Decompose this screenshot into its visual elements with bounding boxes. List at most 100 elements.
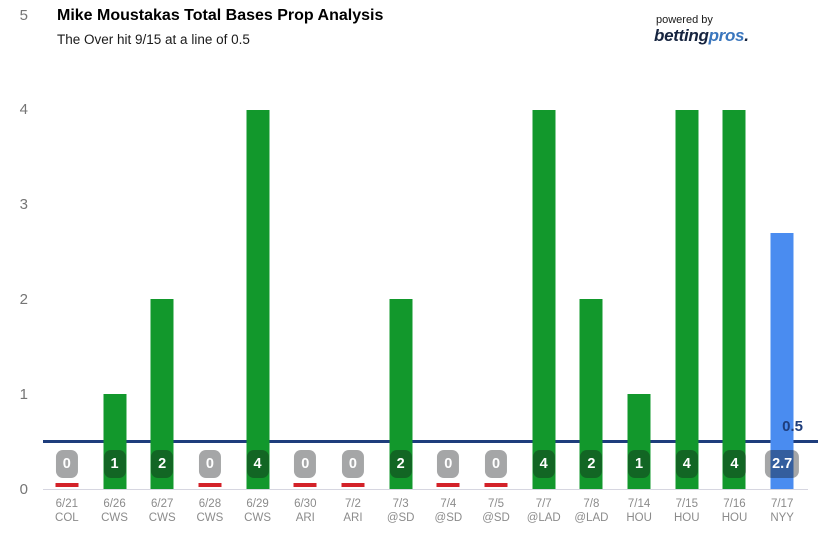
x-tick-opponent: ARI bbox=[343, 512, 363, 524]
x-tick-date: 6/26 bbox=[103, 498, 126, 510]
prop-line bbox=[43, 440, 818, 443]
x-axis-line bbox=[43, 489, 808, 490]
x-tick-opponent: CWS bbox=[244, 512, 272, 524]
y-axis-tick-label: 4 bbox=[19, 101, 28, 119]
x-tick-opponent: @SD bbox=[386, 512, 415, 524]
x-tick-label: 6/28 CWS bbox=[186, 497, 234, 525]
value-badge: 0 bbox=[437, 450, 460, 478]
x-tick-opponent: @SD bbox=[434, 512, 463, 524]
y-axis-tick-label: 0 bbox=[19, 480, 28, 498]
result-bar bbox=[246, 110, 270, 489]
value-badge: 1 bbox=[628, 450, 651, 478]
x-tick-opponent: HOU bbox=[626, 512, 652, 524]
x-tick-label: 7/5 @SD bbox=[472, 497, 520, 525]
y-axis-tick-label: 3 bbox=[19, 196, 28, 214]
plot-column: 1 bbox=[615, 0, 663, 489]
plot-area: 0 1 2 0 4 0 0 2 0 0 4 2 1 4 4 2.7 bbox=[43, 0, 806, 489]
plot-column: 0 bbox=[186, 0, 234, 489]
y-axis-tick-label: 2 bbox=[19, 290, 28, 308]
x-tick-date: 6/28 bbox=[198, 498, 222, 510]
plot-columns: 0 1 2 0 4 0 0 2 0 0 4 2 1 4 4 2.7 bbox=[43, 0, 806, 489]
result-bar bbox=[150, 299, 174, 489]
value-badge: 4 bbox=[723, 450, 746, 478]
result-bar bbox=[532, 110, 556, 489]
x-tick-label: 7/4 @SD bbox=[425, 497, 473, 525]
plot-column: 0 bbox=[329, 0, 377, 489]
chart-title: Mike Moustakas Total Bases Prop Analysis bbox=[57, 7, 384, 24]
x-tick-label: 7/7 @LAD bbox=[520, 497, 568, 525]
value-badge: 0 bbox=[484, 450, 508, 478]
zero-marker bbox=[293, 483, 317, 487]
chart-subtitle: The Over hit 9/15 at a line of 0.5 bbox=[57, 32, 250, 47]
x-tick-opponent: HOU bbox=[721, 512, 748, 524]
x-tick-date: 7/17 bbox=[770, 498, 794, 510]
x-tick-opponent: ARI bbox=[295, 512, 315, 524]
zero-marker bbox=[55, 483, 79, 487]
x-tick-label: 6/29 CWS bbox=[234, 497, 282, 525]
plot-column: 4 bbox=[520, 0, 568, 489]
plot-column: 2.7 bbox=[758, 0, 806, 489]
x-tick-date: 7/3 bbox=[392, 498, 409, 510]
x-tick-date: 7/7 bbox=[535, 498, 552, 510]
x-tick-label: 6/26 CWS bbox=[91, 497, 139, 525]
zero-marker bbox=[484, 483, 508, 487]
plot-column: 0 bbox=[281, 0, 329, 489]
plot-column: 2 bbox=[568, 0, 616, 489]
x-tick-label: 7/15 HOU bbox=[663, 497, 711, 525]
x-axis-labels: 6/21 COL 6/26 CWS 6/27 CWS 6/28 CWS 6/29 CWS 6/30 A… bbox=[43, 497, 806, 525]
x-tick-opponent: NYY bbox=[770, 512, 794, 524]
value-badge: 2 bbox=[151, 450, 174, 478]
zero-marker bbox=[198, 483, 222, 487]
x-tick-label: 7/3 @SD bbox=[377, 497, 425, 525]
plot-column: 1 bbox=[91, 0, 139, 489]
x-tick-opponent: CWS bbox=[196, 512, 224, 524]
y-axis-tick-label: 1 bbox=[19, 385, 28, 403]
x-tick-date: 6/29 bbox=[246, 498, 269, 510]
brand-part-betting: betting bbox=[654, 26, 709, 45]
zero-marker bbox=[341, 483, 365, 487]
x-tick-label: 6/30 ARI bbox=[281, 497, 329, 525]
plot-column: 0 bbox=[43, 0, 91, 489]
x-tick-label: 7/8 @LAD bbox=[568, 497, 616, 525]
powered-by-label: powered by bbox=[656, 14, 713, 26]
x-tick-opponent: @SD bbox=[482, 512, 510, 524]
x-tick-date: 6/27 bbox=[151, 498, 174, 510]
prop-line-label: 0.5 bbox=[782, 418, 803, 435]
x-tick-date: 6/30 bbox=[294, 498, 317, 510]
value-badge: 4 bbox=[246, 450, 269, 478]
x-tick-label: 7/2 ARI bbox=[329, 497, 377, 525]
bettingpros-logo: bettingpros. bbox=[654, 26, 749, 46]
x-tick-date: 7/4 bbox=[440, 498, 457, 510]
x-tick-opponent: @LAD bbox=[574, 512, 609, 524]
value-badge: 2.7 bbox=[765, 450, 800, 478]
result-bar bbox=[579, 299, 603, 489]
plot-column: 0 bbox=[425, 0, 473, 489]
x-tick-label: 7/17 NYY bbox=[758, 497, 806, 525]
value-badge: 2 bbox=[389, 450, 412, 478]
plot-column: 2 bbox=[138, 0, 186, 489]
x-tick-date: 7/5 bbox=[488, 498, 505, 510]
value-badge: 4 bbox=[675, 450, 698, 478]
x-tick-date: 7/16 bbox=[723, 498, 746, 510]
value-badge: 0 bbox=[294, 450, 317, 478]
value-badge: 0 bbox=[198, 450, 221, 478]
x-tick-date: 7/14 bbox=[627, 498, 651, 510]
zero-marker bbox=[436, 483, 460, 487]
value-badge: 0 bbox=[341, 450, 365, 478]
x-tick-date: 6/21 bbox=[55, 498, 79, 510]
result-bar bbox=[627, 394, 651, 489]
x-tick-date: 7/2 bbox=[344, 498, 361, 510]
x-tick-label: 7/14 HOU bbox=[615, 497, 663, 525]
x-tick-opponent: CWS bbox=[101, 512, 128, 524]
x-tick-date: 7/15 bbox=[675, 498, 698, 510]
x-tick-opponent: CWS bbox=[148, 512, 176, 524]
x-tick-opponent: @LAD bbox=[526, 512, 561, 524]
plot-column: 0 bbox=[472, 0, 520, 489]
plot-column: 2 bbox=[377, 0, 425, 489]
result-bar bbox=[675, 110, 699, 489]
plot-column: 4 bbox=[663, 0, 711, 489]
value-badge: 1 bbox=[103, 450, 126, 478]
value-badge: 0 bbox=[55, 450, 78, 478]
brand-part-pros: pros bbox=[708, 26, 745, 45]
x-tick-date: 7/8 bbox=[583, 498, 600, 510]
